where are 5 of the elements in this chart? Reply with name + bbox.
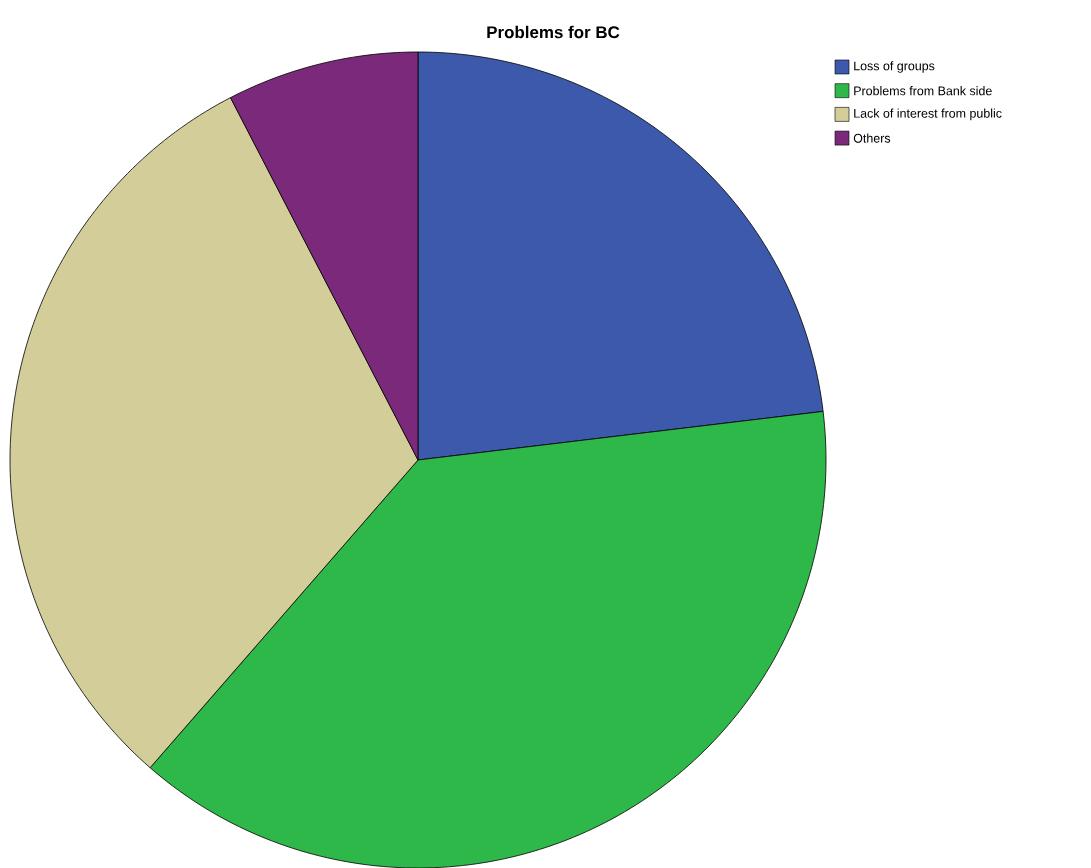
legend-label: Problems from Bank side	[854, 85, 992, 96]
chart-title: Problems for BC	[487, 25, 620, 39]
legend-label: Lack of interest from public	[854, 108, 1002, 120]
legend-label: Others	[853, 133, 891, 143]
legend-label: Loss of groups	[854, 61, 935, 73]
